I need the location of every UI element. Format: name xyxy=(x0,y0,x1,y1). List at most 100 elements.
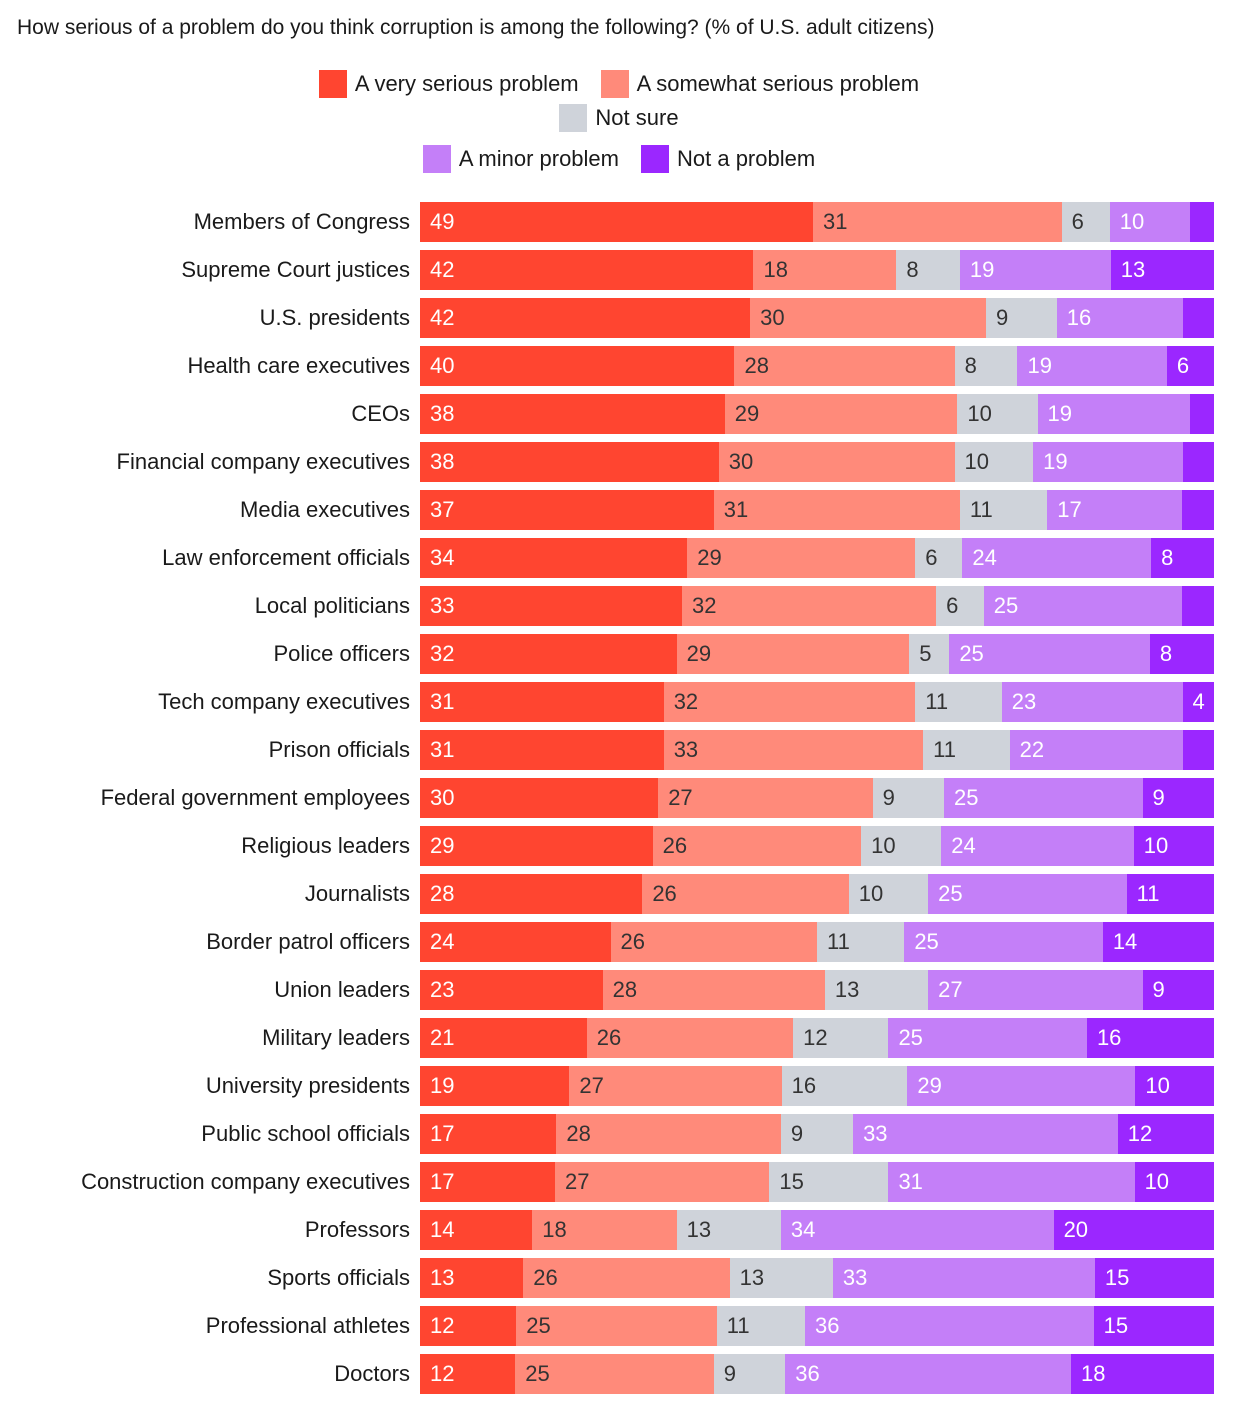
bar-segment-a-somewhat-serious-problem: 27 xyxy=(554,1162,770,1202)
bar-segment-not-a-problem: 10 xyxy=(1133,826,1214,866)
bar-segment-not-a-problem: 15 xyxy=(1094,1258,1214,1298)
bar-segment-a-very-serious-problem: 38 xyxy=(420,442,719,482)
bar-segment-not-sure: 9 xyxy=(986,298,1057,338)
bar-segment-not-sure: 15 xyxy=(769,1162,889,1202)
bar-segment-a-very-serious-problem: 24 xyxy=(420,922,611,962)
category-label: Sports officials xyxy=(267,1265,410,1290)
bar-segment-a-very-serious-problem: 49 xyxy=(420,202,813,242)
category-label: Prison officials xyxy=(268,737,410,762)
bar-segment-a-very-serious-problem: 12 xyxy=(420,1354,516,1394)
legend-item-not-sure: Not sure xyxy=(559,104,679,132)
category-label: Doctors xyxy=(334,1361,410,1386)
bar-segment-a-minor-problem: 10 xyxy=(1109,202,1190,242)
bar-segment-a-somewhat-serious-problem: 32 xyxy=(682,586,937,626)
bar-segment-a-minor-problem: 25 xyxy=(944,778,1143,818)
bar-segment-not-a-problem: 18 xyxy=(1071,1354,1214,1394)
bar-row: Professors 14 18 13 34 20 xyxy=(0,1210,1238,1250)
bar-segment-a-very-serious-problem: 40 xyxy=(420,346,735,386)
bar-row: Health care executives 40 28 8 19 6 xyxy=(0,346,1238,386)
category-label: Police officers xyxy=(273,641,410,666)
bar-segment-not-sure: 11 xyxy=(716,1306,805,1346)
bar-row: Religious leaders 29 26 10 24 10 xyxy=(0,826,1238,866)
bar-segment-a-minor-problem: 25 xyxy=(949,634,1150,674)
stacked-bar: 38 29 10 19 xyxy=(420,394,1214,434)
bar-segment-not-sure: 9 xyxy=(713,1354,786,1394)
bar-row: Union leaders 23 28 13 27 9 xyxy=(0,970,1238,1010)
bar-segment-not-a-problem: 10 xyxy=(1134,1162,1214,1202)
bar-segment-not-sure: 9 xyxy=(872,778,945,818)
bar-segment-not-sure: 6 xyxy=(936,586,984,626)
bar-row: Media executives 37 31 11 17 xyxy=(0,490,1238,530)
bar-segment-a-very-serious-problem: 30 xyxy=(420,778,659,818)
bar-segment-a-very-serious-problem: 31 xyxy=(420,682,664,722)
bar-segment-not-sure: 10 xyxy=(848,874,929,914)
category-label: Local politicians xyxy=(254,593,410,618)
bar-segment-a-very-serious-problem: 33 xyxy=(420,586,683,626)
bar-segment-a-minor-problem: 33 xyxy=(832,1258,1095,1298)
bar-segment-not-sure: 6 xyxy=(915,538,963,578)
bar-segment-a-very-serious-problem: 29 xyxy=(420,826,653,866)
bar-segment-a-very-serious-problem: 17 xyxy=(420,1162,555,1202)
bar-segment-a-minor-problem: 19 xyxy=(1017,346,1167,386)
bar-segment-a-minor-problem: 31 xyxy=(888,1162,1135,1202)
stacked-bar: 32 29 5 25 8 xyxy=(420,634,1214,674)
bar-segment-not-a-problem: 11 xyxy=(1126,874,1214,914)
bar-row: Sports officials 13 26 13 33 15 xyxy=(0,1258,1238,1298)
bar-segment-not-a-problem xyxy=(1182,730,1214,770)
legend-swatch xyxy=(600,70,629,98)
bar-segment-a-somewhat-serious-problem: 27 xyxy=(569,1066,782,1106)
bar-row: Local politicians 33 32 6 25 xyxy=(0,586,1238,626)
bar-segment-a-somewhat-serious-problem: 28 xyxy=(602,970,825,1010)
bar-segment-a-very-serious-problem: 42 xyxy=(420,298,751,338)
bar-segment-not-sure: 10 xyxy=(954,442,1034,482)
bar-row: Professional athletes 12 25 11 36 15 xyxy=(0,1306,1238,1346)
chart-title: How serious of a problem do you think co… xyxy=(17,16,935,39)
stacked-bar: 21 26 12 25 16 xyxy=(420,1018,1214,1058)
bar-segment-a-very-serious-problem: 12 xyxy=(420,1306,517,1346)
stacked-bar: 13 26 13 33 15 xyxy=(420,1258,1214,1298)
bar-segment-a-somewhat-serious-problem: 25 xyxy=(515,1354,714,1394)
bar-segment-not-a-problem: 9 xyxy=(1142,970,1214,1010)
category-label: CEOs xyxy=(351,401,410,426)
bar-segment-a-minor-problem: 17 xyxy=(1047,490,1183,530)
bar-row: Construction company executives 17 27 15 31 1… xyxy=(0,1162,1238,1202)
stacked-bar: 19 27 16 29 10 xyxy=(420,1066,1214,1106)
legend-label: Not a problem xyxy=(677,146,816,171)
category-label: Border patrol officers xyxy=(206,929,410,954)
stacked-bar: 37 31 11 17 xyxy=(420,490,1214,530)
bar-row: Border patrol officers 24 26 11 25 14 xyxy=(0,922,1238,962)
legend-label: A somewhat serious problem xyxy=(636,71,920,96)
bar-segment-a-minor-problem: 27 xyxy=(928,970,1143,1010)
bar-segment-a-very-serious-problem: 34 xyxy=(420,538,688,578)
legend-item-minor: A minor problem xyxy=(422,145,619,173)
stacked-bar: 12 25 11 36 15 xyxy=(420,1306,1214,1346)
legend-label: A minor problem xyxy=(458,146,619,171)
bar-segment-not-a-problem: 9 xyxy=(1142,778,1214,818)
bar-row: Law enforcement officials 34 29 6 24 8 xyxy=(0,538,1238,578)
bar-row: Police officers 32 29 5 25 8 xyxy=(0,634,1238,674)
bar-segment-not-a-problem: 12 xyxy=(1117,1114,1214,1154)
category-label: Law enforcement officials xyxy=(162,545,410,570)
bar-segment-a-somewhat-serious-problem: 28 xyxy=(734,346,955,386)
bar-row: Military leaders 21 26 12 25 16 xyxy=(0,1018,1238,1058)
bar-segment-a-somewhat-serious-problem: 28 xyxy=(556,1114,781,1154)
bar-segment-a-minor-problem: 19 xyxy=(1037,394,1190,434)
bar-row: Members of Congress 49 31 6 10 xyxy=(0,202,1238,242)
stacked-bar: 29 26 10 24 10 xyxy=(420,826,1214,866)
bar-segment-not-sure: 13 xyxy=(824,970,929,1010)
stacked-bar: 49 31 6 10 xyxy=(420,202,1214,242)
bar-row: Financial company executives 38 30 10 19 xyxy=(0,442,1238,482)
bar-segment-not-sure: 10 xyxy=(861,826,942,866)
bar-segment-a-somewhat-serious-problem: 26 xyxy=(523,1258,730,1298)
stacked-bar: 38 30 10 19 xyxy=(420,442,1214,482)
legend-label: A very serious problem xyxy=(354,71,579,96)
bar-row: Tech company executives 31 32 11 23 4 xyxy=(0,682,1238,722)
category-label: Public school officials xyxy=(201,1121,410,1146)
bar-segment-not-sure: 9 xyxy=(780,1114,854,1154)
category-label: Health care executives xyxy=(187,353,410,378)
legend-item-not-a-problem: Not a problem xyxy=(641,145,815,173)
bar-segment-a-somewhat-serious-problem: 29 xyxy=(724,394,958,434)
stacked-bar: 17 28 9 33 12 xyxy=(420,1114,1214,1154)
bar-segment-a-somewhat-serious-problem: 30 xyxy=(718,442,955,482)
legend-row-3: A minor problem Not a problem xyxy=(0,145,1238,173)
